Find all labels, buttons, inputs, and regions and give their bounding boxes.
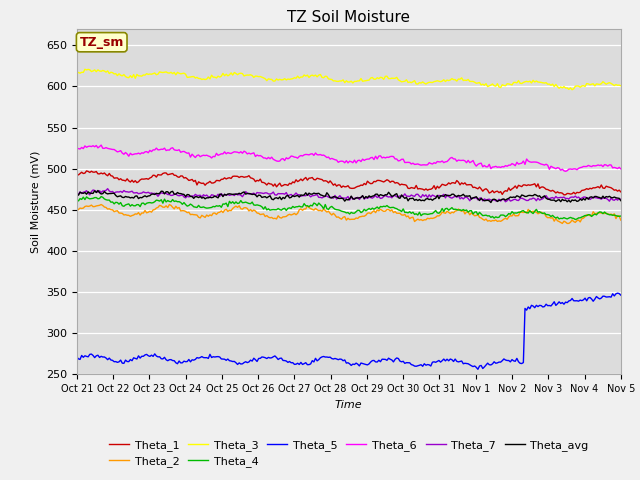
Theta_1 (83, 168, 90, 174)
Theta_avg (79, 191, 87, 196)
Theta_avg (617, 198, 625, 204)
Theta_5 (474, 366, 482, 372)
Theta_avg (94, 188, 102, 193)
Theta_7 (73, 190, 81, 196)
Theta_5 (73, 354, 81, 360)
Theta_4 (617, 213, 625, 219)
Theta_7 (502, 199, 509, 204)
Theta_5 (236, 360, 243, 366)
Line: Theta_5: Theta_5 (77, 293, 621, 369)
Theta_7 (617, 196, 625, 202)
Y-axis label: Soil Moisture (mV): Soil Moisture (mV) (30, 150, 40, 253)
Theta_avg (521, 193, 529, 199)
Theta_5 (614, 290, 621, 296)
Theta_6 (520, 158, 527, 164)
Theta_1 (560, 192, 568, 198)
Theta_3 (79, 70, 87, 75)
Theta_6 (97, 142, 105, 148)
Theta_avg (380, 193, 388, 199)
Theta_2 (526, 209, 534, 215)
Theta_avg (527, 193, 535, 199)
Theta_7 (195, 192, 202, 198)
Theta_3 (195, 76, 202, 82)
Theta_4 (73, 197, 81, 203)
Theta_2 (97, 202, 105, 207)
Theta_5 (520, 360, 527, 365)
Theta_2 (73, 208, 81, 214)
Theta_2 (617, 217, 625, 223)
Theta_3 (380, 76, 388, 82)
Theta_3 (237, 71, 244, 76)
X-axis label: Time: Time (335, 400, 363, 409)
Theta_1 (526, 182, 534, 188)
Theta_5 (378, 356, 386, 362)
Line: Theta_3: Theta_3 (77, 69, 621, 90)
Theta_3 (568, 87, 576, 93)
Theta_1 (617, 189, 625, 195)
Theta_3 (520, 80, 527, 85)
Theta_1 (380, 179, 388, 185)
Theta_3 (81, 66, 89, 72)
Theta_7 (104, 186, 111, 192)
Theta_5 (617, 292, 625, 298)
Theta_2 (380, 208, 388, 214)
Theta_6 (237, 149, 244, 155)
Theta_5 (79, 354, 87, 360)
Theta_1 (520, 182, 527, 188)
Theta_4 (380, 204, 388, 209)
Theta_6 (79, 146, 87, 152)
Theta_7 (521, 197, 529, 203)
Theta_4 (526, 208, 534, 214)
Theta_4 (572, 216, 579, 222)
Line: Theta_avg: Theta_avg (77, 191, 621, 203)
Theta_6 (380, 155, 388, 160)
Theta_4 (237, 198, 244, 204)
Theta_4 (195, 203, 202, 208)
Theta_avg (487, 200, 495, 205)
Theta_avg (237, 191, 244, 197)
Theta_4 (79, 194, 87, 200)
Theta_7 (380, 193, 388, 199)
Theta_7 (237, 192, 244, 198)
Theta_6 (617, 166, 625, 172)
Theta_4 (520, 208, 527, 214)
Theta_6 (526, 159, 534, 165)
Theta_1 (73, 172, 81, 178)
Theta_2 (520, 210, 527, 216)
Line: Theta_7: Theta_7 (77, 189, 621, 202)
Legend: Theta_1, Theta_2, Theta_3, Theta_4, Theta_5, Theta_6, Theta_7, Theta_avg: Theta_1, Theta_2, Theta_3, Theta_4, Thet… (104, 435, 593, 471)
Theta_2 (563, 221, 571, 227)
Theta_4 (97, 194, 105, 200)
Theta_6 (195, 152, 202, 158)
Theta_avg (73, 191, 81, 196)
Theta_1 (237, 174, 244, 180)
Theta_6 (73, 145, 81, 151)
Theta_2 (237, 206, 244, 212)
Theta_3 (73, 70, 81, 76)
Theta_avg (195, 195, 202, 201)
Title: TZ Soil Moisture: TZ Soil Moisture (287, 10, 410, 25)
Theta_3 (526, 78, 534, 84)
Line: Theta_2: Theta_2 (77, 204, 621, 224)
Theta_6 (562, 168, 570, 174)
Theta_2 (79, 205, 87, 211)
Line: Theta_1: Theta_1 (77, 171, 621, 195)
Theta_1 (195, 179, 202, 185)
Theta_5 (193, 355, 201, 360)
Theta_7 (79, 189, 87, 195)
Line: Theta_4: Theta_4 (77, 197, 621, 219)
Text: TZ_sm: TZ_sm (79, 36, 124, 48)
Theta_2 (195, 215, 202, 220)
Theta_3 (617, 83, 625, 89)
Theta_7 (527, 196, 535, 202)
Line: Theta_6: Theta_6 (77, 145, 621, 171)
Theta_1 (79, 170, 87, 176)
Theta_5 (526, 306, 534, 312)
